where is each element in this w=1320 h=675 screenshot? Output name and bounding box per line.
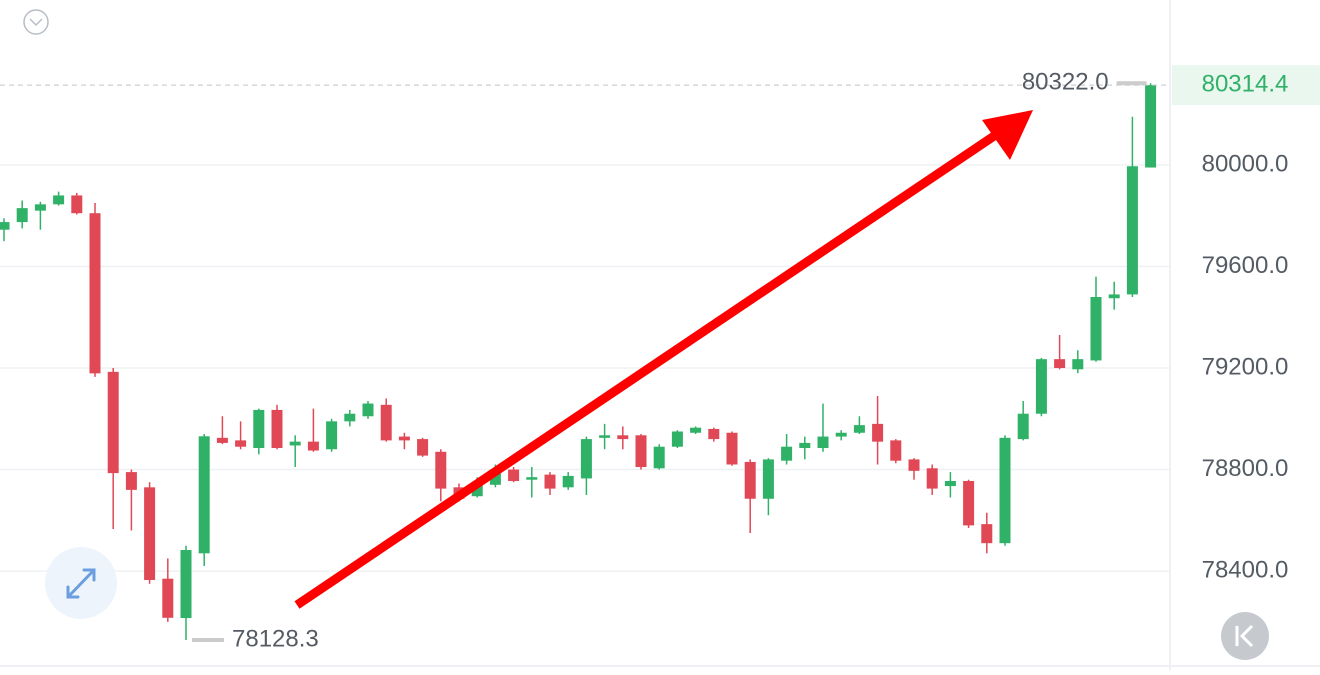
price-axis-bg	[1170, 0, 1320, 670]
candle-body	[0, 222, 10, 230]
candle-body	[981, 524, 993, 544]
candle-body	[107, 371, 119, 474]
candle-body	[835, 432, 847, 437]
back-icon	[1235, 624, 1254, 648]
candle-body	[599, 435, 611, 438]
candle-body	[398, 436, 410, 441]
candle-body	[89, 213, 101, 374]
candle-body	[489, 469, 501, 485]
candle-body	[144, 487, 156, 580]
candle-body	[471, 484, 483, 497]
candle-body	[16, 208, 28, 223]
candle-body	[617, 435, 629, 440]
annotation-label: 80322.0	[1022, 69, 1109, 96]
candle-body	[1017, 413, 1029, 440]
candle-body	[34, 204, 46, 211]
candle-body	[289, 441, 301, 446]
candle-body	[708, 428, 720, 440]
candle-body	[1072, 359, 1084, 370]
y-tick-label: 79600.0	[1202, 252, 1289, 279]
arrow-head	[982, 110, 1033, 160]
candle-body	[162, 578, 174, 618]
candle-body	[1145, 85, 1157, 168]
candle-body	[198, 436, 210, 554]
candle-body	[216, 437, 228, 443]
y-tick-label: 79200.0	[1202, 353, 1289, 380]
candle-body	[635, 435, 647, 468]
candle-body	[799, 442, 811, 448]
y-tick-label: 78800.0	[1202, 455, 1289, 482]
candle-body	[344, 413, 356, 422]
candle-body	[362, 403, 374, 417]
candle-body	[307, 441, 319, 451]
candle-body	[435, 451, 447, 489]
candle-body	[235, 440, 247, 447]
candle-body	[326, 421, 338, 450]
candle-body	[944, 480, 956, 487]
candle-body	[817, 436, 829, 448]
candle-body	[671, 431, 683, 447]
candle-body	[526, 477, 538, 480]
candle-body	[1054, 359, 1066, 369]
candle-body	[53, 195, 65, 205]
grid	[0, 164, 1170, 572]
last-price-tag	[1172, 65, 1320, 106]
candle-body	[1126, 166, 1138, 295]
candle-body	[380, 404, 392, 441]
candle-body	[508, 469, 520, 481]
candle-body	[999, 437, 1011, 544]
collapse-icon[interactable]	[23, 9, 49, 35]
candle-body	[762, 459, 774, 499]
candle-body	[417, 439, 429, 456]
candle-body	[726, 432, 738, 465]
candle-body	[908, 459, 920, 471]
y-tick-label: 78400.0	[1202, 556, 1289, 583]
expand-icon	[66, 568, 96, 599]
candle-body	[253, 409, 265, 448]
candle-body	[890, 440, 902, 461]
arrow-shaft	[294, 126, 1006, 609]
candle-body	[562, 475, 574, 488]
candle-body	[963, 480, 975, 526]
last-price-label: 80314.4	[1202, 71, 1289, 98]
chevron	[29, 18, 43, 27]
candles	[0, 83, 1157, 641]
candle-body	[125, 472, 137, 490]
overlay: 80314.4 80322.0 78128.3	[0, 65, 1320, 652]
candle-body	[926, 468, 938, 489]
candle-body	[872, 423, 884, 442]
annotation-label: 78128.3	[232, 625, 319, 652]
candle-body	[1090, 296, 1102, 361]
candle-body	[180, 550, 192, 619]
candle-body	[653, 446, 665, 469]
back-button[interactable]	[1221, 612, 1269, 660]
y-tick-label: 80000.0	[1202, 150, 1289, 177]
candle-body	[544, 474, 556, 489]
candle-body	[744, 461, 756, 499]
candle-body	[1035, 359, 1047, 414]
candle-body	[853, 425, 865, 433]
candle-body	[690, 427, 702, 433]
candle-body	[271, 409, 283, 448]
red-arrow	[294, 110, 1033, 609]
candle-body	[580, 439, 592, 479]
candle-body	[781, 446, 793, 461]
candle-body	[71, 195, 83, 214]
candle-body	[1108, 294, 1120, 299]
